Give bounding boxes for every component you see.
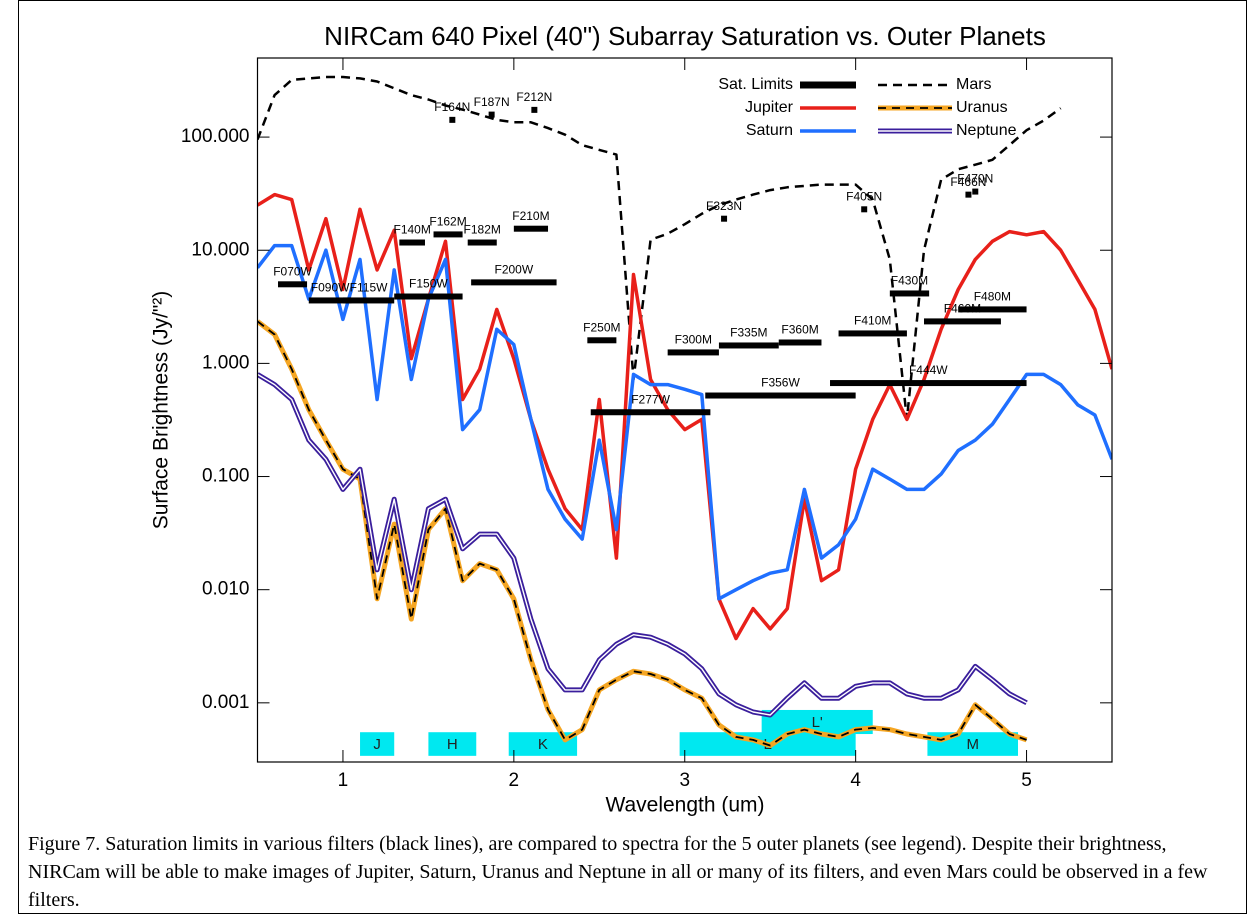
filter-label: F300M [675, 333, 712, 347]
saturation-point [721, 215, 728, 222]
y-tick-label: 100.000 [181, 126, 250, 147]
filter-label: F140M [393, 223, 430, 237]
legend-label: Mars [956, 76, 992, 93]
saturation-bar [667, 349, 719, 356]
y-tick-label: 10.000 [191, 239, 249, 260]
filter-label: F070W [273, 264, 312, 278]
filter-label: F210M [512, 209, 549, 223]
filter-label: F200W [495, 263, 534, 277]
y-tick-label: 1.000 [202, 352, 250, 373]
legend-label: Sat. Limits [718, 76, 793, 93]
saturation-bar [394, 293, 463, 300]
filter-label: F335M [730, 326, 767, 340]
band-box [508, 732, 578, 756]
filter-label: F250M [583, 320, 620, 334]
band-label: H [447, 736, 458, 753]
legend-label: Neptune [956, 122, 1017, 139]
saturation-point [449, 116, 456, 123]
x-tick-label: 2 [509, 770, 520, 791]
line-overlay [257, 320, 1027, 747]
series-group [257, 75, 1112, 748]
y-tick-label: 0.100 [202, 466, 250, 487]
band-label: L' [812, 714, 823, 731]
saturation-bar [718, 342, 779, 349]
filter-label: F164N [434, 100, 470, 114]
x-tick-label: 3 [679, 770, 690, 791]
y-axis-title: Surface Brightness (Jy/"²) [150, 291, 173, 530]
line [257, 75, 1062, 421]
saturation-bar [433, 231, 463, 238]
band-box [428, 732, 477, 756]
band-label: J [373, 736, 381, 753]
saturation-bar [342, 297, 395, 304]
band-label: K [538, 736, 548, 753]
filter-label: F162M [429, 215, 466, 229]
filter-label: F323N [706, 199, 742, 213]
figure-caption: Figure 7. Saturation limits in various f… [28, 833, 1208, 911]
filter-label: F470N [957, 172, 993, 186]
saturation-bar [889, 290, 930, 297]
saturation-bar [778, 339, 822, 346]
saturation-bar [587, 337, 617, 344]
line [257, 192, 1112, 641]
filter-label: F444W [909, 363, 948, 377]
x-tick-label: 5 [1021, 770, 1032, 791]
line [257, 243, 1112, 601]
saturation-bar [399, 239, 425, 246]
filter-label: F430M [891, 274, 928, 288]
saturation-point [531, 106, 538, 113]
filter-label: F090W [311, 281, 350, 295]
saturation-bar [513, 225, 549, 232]
filter-label: F466N [950, 175, 986, 189]
saturation-bar [471, 279, 557, 286]
saturation-point [965, 191, 972, 198]
saturation-bar [924, 318, 1001, 325]
y-tick-label: 0.010 [202, 579, 250, 600]
filter-label: F410M [854, 314, 891, 328]
saturation-point [861, 206, 868, 213]
filter-label: F150W [409, 277, 448, 291]
saturation-bar [958, 306, 1027, 313]
legend-label: Saturn [746, 122, 793, 139]
saturation-bar [838, 330, 907, 337]
saturation-bar [308, 297, 352, 304]
legend-label: Uranus [956, 99, 1008, 116]
filter-label: F115W [350, 281, 388, 295]
legend-label: Jupiter [745, 99, 794, 116]
band-box [360, 732, 395, 756]
saturation-bar [467, 239, 497, 246]
saturation-bar [705, 392, 856, 399]
chart-title: NIRCam 640 Pixel (40") Subarray Saturati… [324, 21, 1046, 51]
x-axis-title: Wavelength (um) [605, 794, 764, 817]
x-tick-label: 1 [338, 770, 349, 791]
y-tick-label: 0.001 [202, 692, 250, 713]
line-overlay [257, 373, 1027, 716]
filter-label: F356W [761, 376, 800, 390]
filter-label: F360M [781, 323, 818, 337]
filter-label: F187N [474, 95, 510, 109]
x-tick-label: 4 [850, 770, 861, 791]
filter-label: F480M [974, 290, 1011, 304]
filter-label: F212N [516, 90, 552, 104]
filter-label: F405N [846, 189, 882, 203]
saturation-bar [590, 409, 711, 416]
saturation-bar [278, 281, 308, 288]
filter-label: F277W [631, 392, 670, 406]
saturation-point [488, 111, 495, 118]
saturation-bar [830, 380, 1027, 387]
filter-label: F182M [464, 223, 501, 237]
band-label: M [966, 736, 979, 753]
saturation-point [972, 188, 979, 195]
